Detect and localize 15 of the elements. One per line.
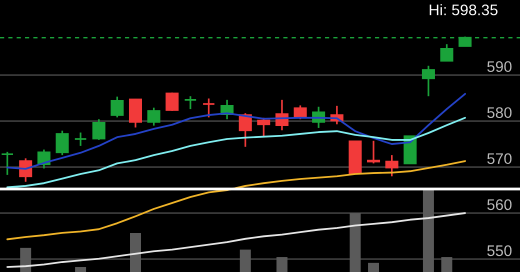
bar xyxy=(441,257,452,272)
bar xyxy=(422,189,434,272)
bar xyxy=(75,267,86,272)
bar xyxy=(130,232,141,272)
bar xyxy=(20,248,32,272)
bar xyxy=(350,213,361,272)
bar xyxy=(368,262,380,272)
y-tick-label: 560 xyxy=(487,199,512,210)
y-tick-label: 580 xyxy=(487,107,512,118)
y-tick-label: 550 xyxy=(487,245,512,256)
bar xyxy=(240,250,251,272)
y-tick-label: 570 xyxy=(487,153,512,164)
bar xyxy=(276,257,288,272)
y-tick-label: 590 xyxy=(487,61,512,72)
annotation: Hi: 598.35 xyxy=(430,4,498,16)
